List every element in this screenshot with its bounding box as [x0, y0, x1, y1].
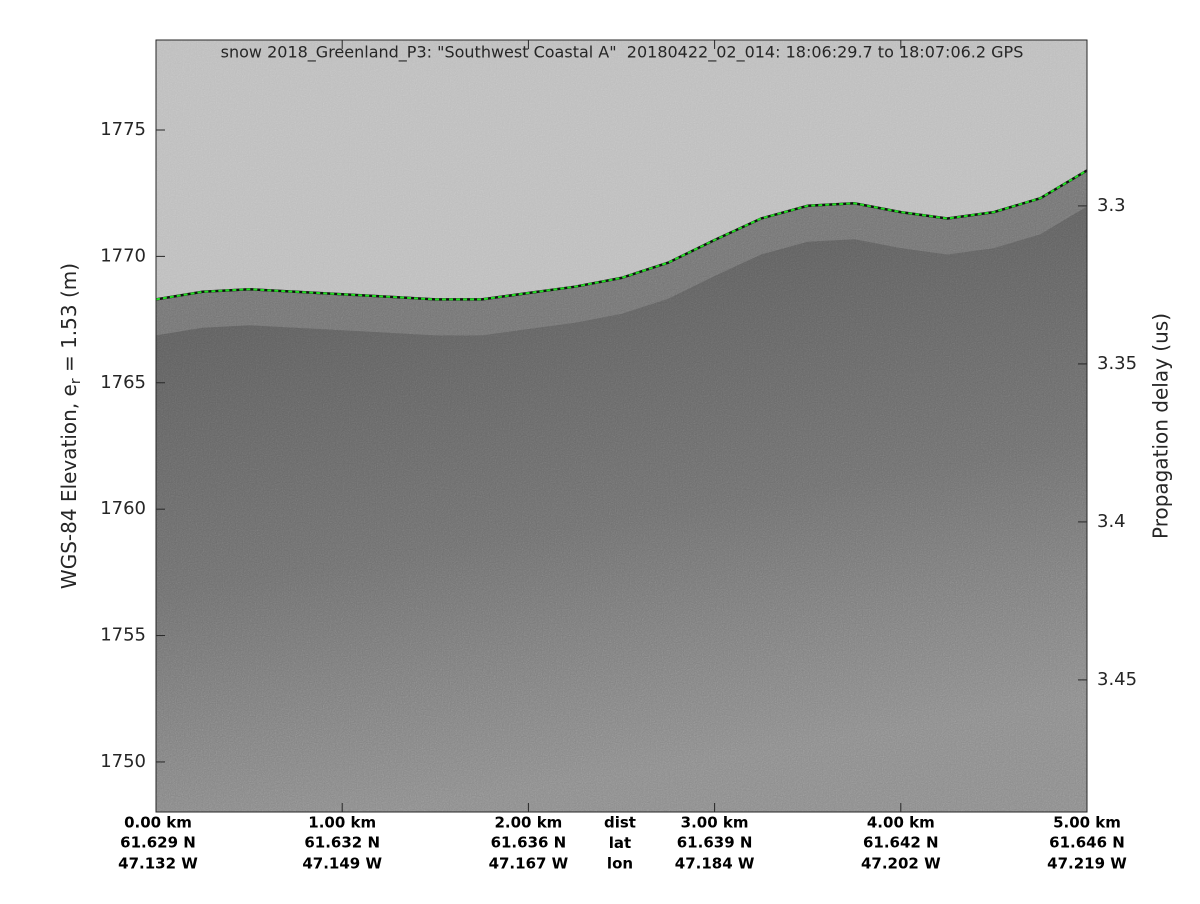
y2-axis-label: Propagation delay (us): [1149, 313, 1173, 539]
x-tick-label: 4.00 km: [867, 814, 935, 832]
y2-tick-label: 3.4: [1097, 511, 1126, 532]
row-label: lat: [609, 834, 631, 852]
y-tick-label: 1750: [100, 751, 146, 772]
y-tick-label: 1755: [100, 625, 146, 646]
lon-label: 47.202 W: [861, 855, 941, 873]
lon-label: 47.219 W: [1047, 855, 1127, 873]
x-tick-label: 3.00 km: [681, 814, 749, 832]
surface-line-dash: [156, 169, 1087, 301]
y-axis-label: WGS-84 Elevation, er = 1.53 (m): [57, 263, 85, 589]
plot-frame: [155, 39, 1088, 813]
y-tick-label: 1760: [100, 498, 146, 519]
y-label-sub: r: [68, 378, 84, 384]
y-label-main: WGS-84 Elevation, e: [57, 384, 81, 589]
y-tick-label: 1770: [100, 245, 146, 266]
chart-title: snow 2018_Greenland_P3: "Southwest Coast…: [221, 43, 1024, 63]
lon-label: 47.167 W: [489, 855, 569, 873]
lat-label: 61.642 N: [863, 834, 939, 852]
row-label: dist: [604, 814, 636, 832]
lat-label: 61.636 N: [491, 834, 567, 852]
lat-label: 61.629 N: [120, 834, 196, 852]
lat-label: 61.646 N: [1049, 834, 1125, 852]
echogram-image: [156, 40, 1087, 812]
x-tick-label: 1.00 km: [308, 814, 376, 832]
x-tick-label: 0.00 km: [124, 814, 192, 832]
y2-tick-label: 3.35: [1097, 353, 1137, 374]
y-tick-label: 1765: [100, 372, 146, 393]
row-label: lon: [607, 855, 633, 873]
lat-label: 61.632 N: [304, 834, 380, 852]
lon-label: 47.149 W: [302, 855, 382, 873]
y-label-rest: = 1.53 (m): [57, 263, 81, 378]
lat-label: 61.639 N: [677, 834, 753, 852]
y2-tick-label: 3.45: [1097, 669, 1137, 690]
x-tick-label: 2.00 km: [494, 814, 562, 832]
lon-label: 47.184 W: [675, 855, 755, 873]
lon-label: 47.132 W: [118, 855, 198, 873]
y2-tick-label: 3.3: [1097, 195, 1126, 216]
x-tick-label: 5.00 km: [1053, 814, 1121, 832]
speckle: [156, 40, 1087, 812]
y-tick-label: 1775: [100, 119, 146, 140]
